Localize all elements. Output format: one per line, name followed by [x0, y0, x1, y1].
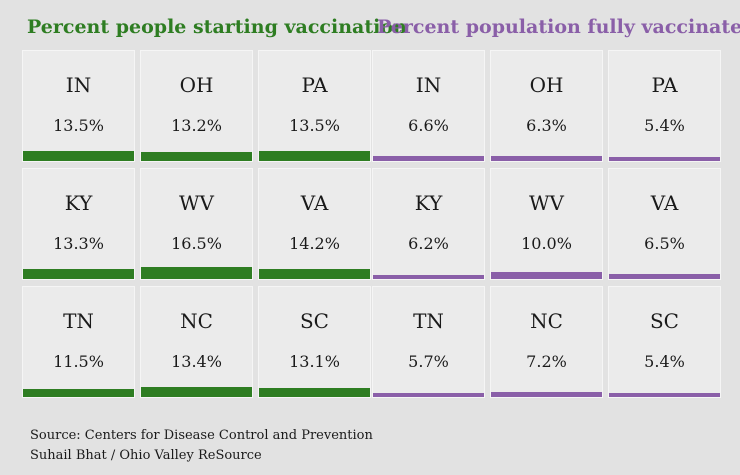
percent-label: 5.7%: [408, 352, 449, 371]
state-tile-in: IN 6.6%: [372, 50, 485, 162]
state-tile-pa: PA 5.4%: [608, 50, 721, 162]
state-label: NC: [180, 309, 213, 333]
value-bar: [141, 387, 252, 397]
starting-vaccination-title: Percent people starting vaccination: [27, 16, 407, 38]
percent-label: 5.4%: [644, 352, 685, 371]
state-label: PA: [301, 73, 328, 97]
state-tile-oh: OH 13.2%: [140, 50, 253, 162]
percent-label: 6.5%: [644, 234, 685, 253]
state-label: WV: [179, 191, 214, 215]
state-tile-va: VA 6.5%: [608, 168, 721, 280]
value-bar: [609, 393, 720, 397]
state-label: TN: [63, 309, 94, 333]
percent-label: 13.3%: [53, 234, 104, 253]
state-tile-wv: WV 10.0%: [490, 168, 603, 280]
value-bar: [259, 268, 370, 279]
percent-label: 13.5%: [289, 116, 340, 135]
percent-label: 6.2%: [408, 234, 449, 253]
state-tile-sc: SC 5.4%: [608, 286, 721, 398]
state-label: VA: [300, 191, 329, 215]
percent-label: 5.4%: [644, 116, 685, 135]
percent-label: 6.3%: [526, 116, 567, 135]
percent-label: 14.2%: [289, 234, 340, 253]
starting-vaccination-grid: IN 13.5% OH 13.2% PA 13.5% KY 13.3% WV 16.5% VA 14.…: [22, 50, 371, 398]
percent-label: 6.6%: [408, 116, 449, 135]
state-tile-oh: OH 6.3%: [490, 50, 603, 162]
percent-label: 13.1%: [289, 352, 340, 371]
state-tile-nc: NC 13.4%: [140, 286, 253, 398]
percent-label: 10.0%: [521, 234, 572, 253]
fully-vaccinated-grid: IN 6.6% OH 6.3% PA 5.4% KY 6.2% WV 10.0% VA 6.5% TN 5…: [372, 50, 721, 398]
percent-label: 13.5%: [53, 116, 104, 135]
value-bar: [373, 156, 484, 161]
state-label: SC: [649, 309, 679, 333]
value-bar: [23, 388, 134, 397]
value-bar: [141, 267, 252, 279]
state-tile-ky: KY 6.2%: [372, 168, 485, 280]
state-label: WV: [529, 191, 564, 215]
state-label: NC: [530, 309, 563, 333]
state-label: OH: [529, 73, 564, 97]
value-bar: [609, 157, 720, 161]
value-bar: [491, 271, 602, 279]
state-label: IN: [415, 73, 442, 97]
value-bar: [23, 151, 134, 161]
value-bar: [609, 274, 720, 279]
value-bar: [23, 269, 134, 279]
value-bar: [259, 387, 370, 397]
state-label: KY: [414, 191, 443, 215]
percent-label: 7.2%: [526, 352, 567, 371]
value-bar: [141, 151, 252, 161]
state-tile-nc: NC 7.2%: [490, 286, 603, 398]
percent-label: 11.5%: [53, 352, 104, 371]
state-tile-wv: WV 16.5%: [140, 168, 253, 280]
state-label: IN: [65, 73, 92, 97]
source-note: Source: Centers for Disease Control and …: [30, 428, 373, 443]
state-label: TN: [413, 309, 444, 333]
value-bar: [259, 151, 370, 161]
value-bar: [491, 391, 602, 397]
state-label: OH: [179, 73, 214, 97]
state-label: SC: [299, 309, 329, 333]
state-tile-pa: PA 13.5%: [258, 50, 371, 162]
state-tile-sc: SC 13.1%: [258, 286, 371, 398]
state-tile-tn: TN 5.7%: [372, 286, 485, 398]
percent-label: 13.2%: [171, 116, 222, 135]
value-bar: [373, 392, 484, 397]
state-label: PA: [651, 73, 678, 97]
credit-note: Suhail Bhat / Ohio Valley ReSource: [30, 448, 262, 463]
value-bar: [373, 274, 484, 279]
fully-vaccinated-title: Percent population fully vaccinated: [377, 16, 740, 38]
state-tile-ky: KY 13.3%: [22, 168, 135, 280]
state-label: VA: [650, 191, 679, 215]
state-tile-tn: TN 11.5%: [22, 286, 135, 398]
value-bar: [491, 156, 602, 161]
state-label: KY: [64, 191, 93, 215]
percent-label: 16.5%: [171, 234, 222, 253]
percent-label: 13.4%: [171, 352, 222, 371]
state-tile-in: IN 13.5%: [22, 50, 135, 162]
state-tile-va: VA 14.2%: [258, 168, 371, 280]
